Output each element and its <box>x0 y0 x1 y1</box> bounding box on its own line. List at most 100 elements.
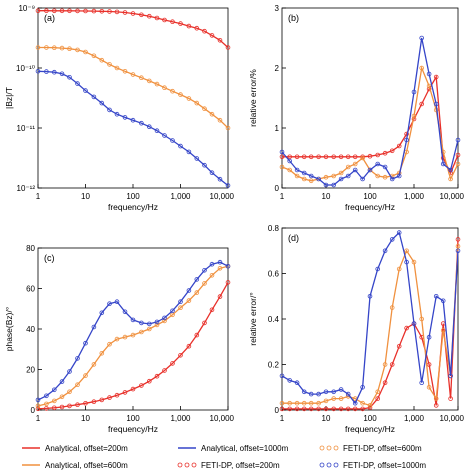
data-point <box>367 167 373 173</box>
data-point <box>426 83 432 89</box>
data-point <box>147 321 152 327</box>
x-tick-label: 100 <box>126 192 140 201</box>
data-point <box>279 164 285 170</box>
data-point <box>382 150 388 156</box>
data-point <box>323 154 329 160</box>
data-point <box>419 380 425 386</box>
data-point <box>308 406 314 412</box>
data-point <box>404 325 409 331</box>
data-point <box>178 92 183 97</box>
data-point <box>294 400 300 406</box>
data-point <box>323 398 329 404</box>
data-point <box>389 176 395 182</box>
data-point <box>83 49 88 55</box>
data-point <box>294 380 300 386</box>
data-point <box>170 361 175 366</box>
data-point <box>316 406 321 412</box>
data-point <box>178 305 183 311</box>
data-point <box>225 263 231 269</box>
data-point <box>202 320 207 326</box>
y-axis-label: |Bz|/T <box>4 87 14 109</box>
data-point <box>419 101 425 107</box>
data-point <box>455 248 461 254</box>
data-point <box>44 69 49 74</box>
legend-marker <box>333 462 339 468</box>
data-point <box>44 45 49 50</box>
data-point <box>44 401 49 407</box>
data-point <box>419 316 425 322</box>
data-point <box>99 9 105 14</box>
data-point <box>139 383 144 388</box>
series-red-markers <box>35 8 231 50</box>
data-point <box>139 320 144 326</box>
data-point <box>360 176 365 182</box>
y-tick-label: 10⁻¹¹ <box>17 124 36 133</box>
y-axis-label: phase(Bz)/° <box>4 307 14 352</box>
x-tick-label: 1 <box>36 414 41 423</box>
data-point <box>194 156 200 161</box>
data-point <box>440 161 446 167</box>
legend-label: Analytical, offset=200m <box>45 444 128 453</box>
y-tick-label: 0.4 <box>268 315 280 324</box>
y-tick-label: 80 <box>26 244 35 253</box>
series-red-line <box>35 280 231 412</box>
series-line <box>282 239 459 410</box>
y-tick-label: 1 <box>275 124 280 133</box>
data-point <box>91 8 97 14</box>
x-axis-label: frequency/Hz <box>345 424 395 434</box>
series-red-solid <box>38 10 229 48</box>
series-orange-solid <box>38 46 229 129</box>
x-tick-label: 10,000 <box>440 192 465 201</box>
data-point <box>51 8 57 14</box>
data-point <box>316 154 321 160</box>
x-tick-label: 10 <box>322 192 331 201</box>
data-point <box>147 378 152 384</box>
data-point <box>122 115 128 120</box>
data-point <box>301 389 307 395</box>
data-point <box>107 9 112 14</box>
data-point <box>178 299 183 305</box>
data-point <box>331 154 337 160</box>
data-point <box>382 380 388 386</box>
data-point <box>35 406 41 412</box>
chart-panel-0: 1 10 100 1,000 10,000 10⁻¹² 10⁻¹¹ 10⁻¹⁰ 10⁻⁹ freq… <box>4 4 235 212</box>
data-point <box>99 350 105 356</box>
data-point <box>209 33 215 38</box>
data-point <box>194 277 200 282</box>
y-tick-label: 0.8 <box>268 224 280 233</box>
y-tick-label: 2 <box>275 64 280 73</box>
data-point <box>186 96 192 101</box>
data-point <box>382 164 388 170</box>
data-point <box>130 317 136 323</box>
data-point <box>130 11 136 16</box>
data-point <box>396 143 402 149</box>
data-point <box>375 152 381 158</box>
data-point <box>83 340 88 346</box>
data-point <box>367 403 373 408</box>
data-point <box>389 237 395 242</box>
data-point <box>433 74 439 80</box>
data-point <box>389 148 395 154</box>
data-point <box>338 387 344 392</box>
data-point <box>375 389 381 395</box>
data-point <box>35 45 41 50</box>
series-line <box>282 74 459 175</box>
data-point <box>147 326 152 332</box>
data-point <box>44 8 49 14</box>
data-point <box>154 319 160 325</box>
data-point <box>91 399 97 405</box>
x-axis-label: frequency/Hz <box>345 202 395 212</box>
data-point <box>426 384 432 390</box>
data-point <box>217 117 223 123</box>
y-tick-label: 0.6 <box>268 270 280 279</box>
data-point <box>75 8 80 14</box>
data-point <box>419 65 425 71</box>
data-point <box>360 155 365 161</box>
data-point <box>308 400 314 406</box>
data-point <box>301 176 307 182</box>
data-point <box>448 167 453 173</box>
data-point <box>301 170 307 176</box>
data-point <box>345 164 351 170</box>
data-point <box>122 10 128 15</box>
data-point <box>411 113 417 119</box>
